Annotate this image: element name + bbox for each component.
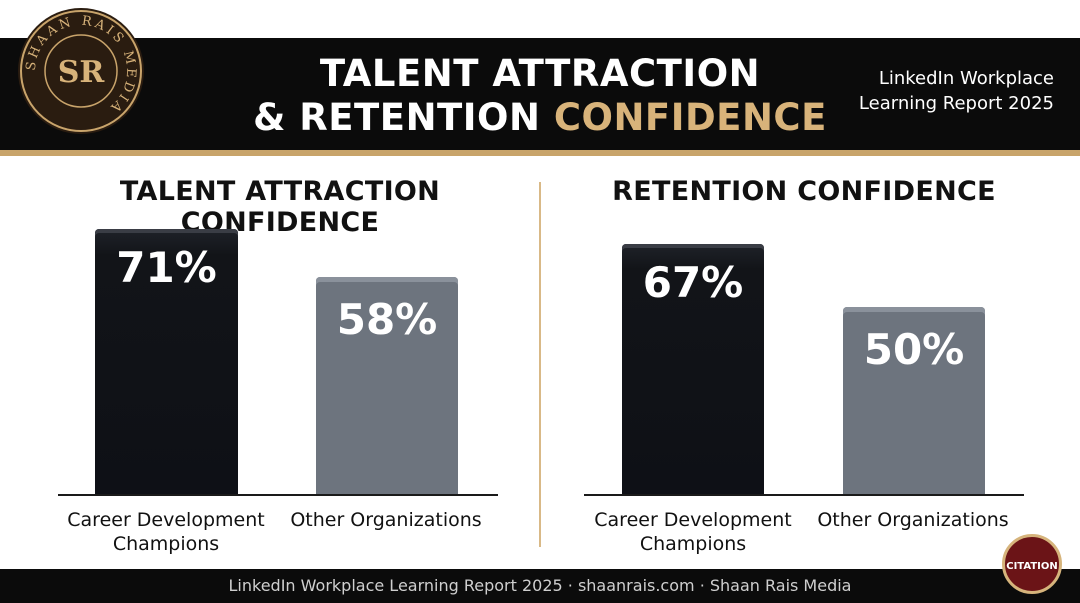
- title-line-2-prefix: & RETENTION: [253, 96, 541, 139]
- chart-2-bar-2-label: 50%: [863, 325, 965, 374]
- chart-2-bar-1-label: 67%: [642, 258, 744, 307]
- report-line-1: LinkedIn Workplace: [878, 68, 1054, 89]
- chart-1-category-2: Other Organizations: [290, 509, 482, 531]
- header-gold-divider: [0, 150, 1080, 156]
- chart-1-bar-1-label: 71%: [116, 243, 217, 292]
- chart-1-bar-2-label: 58%: [336, 295, 438, 344]
- chart-2-bar-career-development-champions: 67%: [622, 244, 764, 494]
- chart-2-bar-other-organizations: 50%: [843, 307, 985, 494]
- chart-title-retention: RETENTION CONFIDENCE: [612, 176, 996, 207]
- title-line-2: & RETENTION CONFIDENCE: [240, 96, 840, 140]
- citation-button[interactable]: CITATION: [1002, 534, 1062, 594]
- chart-2-baseline: [584, 494, 1024, 496]
- chart-1-baseline: [58, 494, 498, 496]
- chart-2-category-1: Career Development Champions: [594, 509, 792, 555]
- chart-1-bar-career-development-champions: 71%: [95, 229, 238, 494]
- chart-2-category-2: Other Organizations: [817, 509, 1009, 531]
- header-bar: [0, 38, 1080, 150]
- footer-text: LinkedIn Workplace Learning Report 2025 …: [228, 576, 852, 595]
- chart-1-bar-other-organizations: 58%: [316, 277, 458, 494]
- logo-monogram: SR: [58, 55, 106, 90]
- title-accent-word: CONFIDENCE: [553, 96, 827, 139]
- title-line-1: TALENT ATTRACTION: [319, 52, 761, 95]
- shaan-rais-media-logo: SHAAN RAIS MEDIA SR: [18, 8, 144, 134]
- panel-divider: [539, 182, 541, 547]
- report-source: LinkedIn Workplace Learning Report 2025: [834, 66, 1054, 116]
- footer-bar: LinkedIn Workplace Learning Report 2025 …: [0, 569, 1080, 603]
- page-title: TALENT ATTRACTION & RETENTION CONFIDENCE: [240, 52, 840, 140]
- chart-1-category-1: Career Development Champions: [67, 509, 265, 555]
- chart-title-talent-attraction: TALENT ATTRACTION CONFIDENCE: [119, 176, 441, 238]
- report-line-2: Learning Report 2025: [858, 93, 1054, 114]
